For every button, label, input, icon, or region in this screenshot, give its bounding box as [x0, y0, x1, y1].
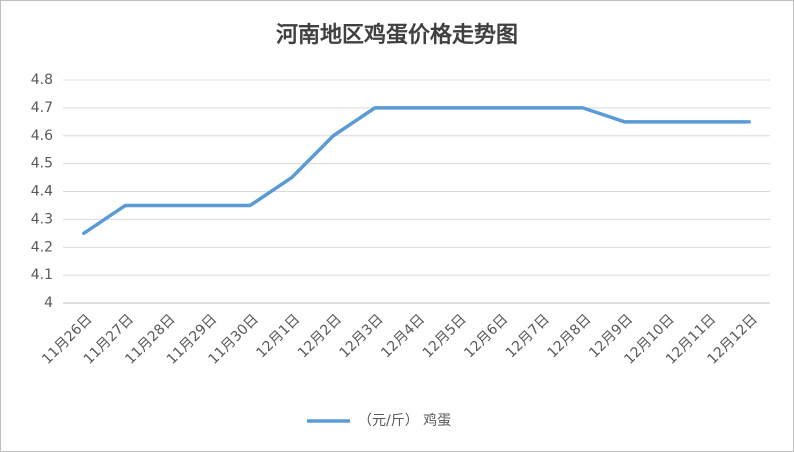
legend-label: （元/斤） 鸡蛋	[358, 412, 451, 429]
y-tick-label: 4.3	[31, 211, 53, 227]
y-tick-label: 4.4	[31, 184, 53, 200]
y-tick-label: 4.7	[31, 100, 53, 116]
y-tick-label: 4.5	[31, 156, 53, 172]
y-tick-label: 4.2	[31, 239, 53, 255]
y-tick-label: 4.1	[31, 267, 53, 283]
data-line	[82, 106, 751, 236]
y-tick-label: 4	[44, 295, 53, 311]
y-tick-label: 4.6	[31, 128, 53, 144]
chart-title: 河南地区鸡蛋价格走势图	[276, 22, 518, 48]
y-tick-label: 4.8	[31, 72, 53, 88]
